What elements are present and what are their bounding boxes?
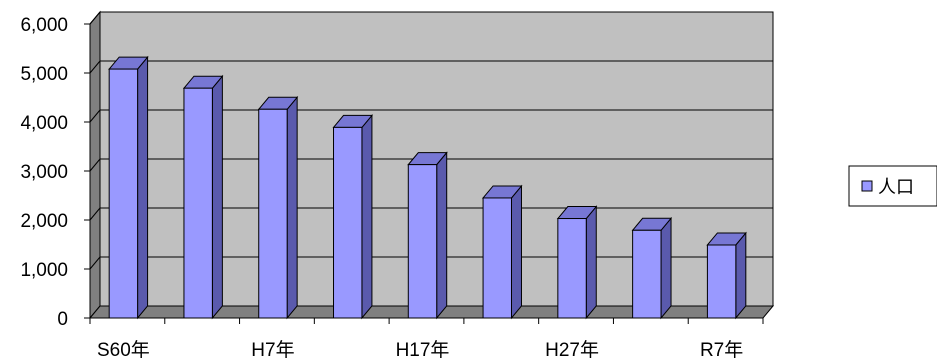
bar-front <box>557 218 587 319</box>
bar <box>556 205 598 320</box>
legend: 人口 <box>848 165 937 207</box>
x-tick-label: R7年 <box>700 339 743 361</box>
y-tick-label: 3,000 <box>20 162 68 183</box>
bar-side <box>361 114 373 320</box>
bar-front <box>482 197 512 319</box>
gridline-side <box>89 11 101 25</box>
bar-front <box>258 108 288 319</box>
y-tick-label: 4,000 <box>20 113 68 134</box>
y-tick-label: 5,000 <box>20 64 68 85</box>
bar-side <box>436 151 448 320</box>
bar-series <box>108 55 747 320</box>
gridline-side <box>89 256 101 270</box>
x-tick-label: H17年 <box>396 339 450 361</box>
legend-swatch <box>861 180 873 192</box>
bar <box>108 55 149 320</box>
bar-side <box>211 74 223 320</box>
bar-side <box>510 184 522 320</box>
gridline-side <box>89 158 101 172</box>
bar-front <box>183 87 213 319</box>
gridline-side <box>89 207 101 221</box>
y-tick-label: 6,000 <box>20 15 68 36</box>
x-tick-label: H7年 <box>251 339 294 361</box>
y-tick-label: 1,000 <box>20 260 68 281</box>
x-tick-label: H27年 <box>545 339 599 361</box>
bar <box>332 114 373 320</box>
legend-label: 人口 <box>878 177 914 198</box>
y-tick-label: 2,000 <box>20 211 68 232</box>
bar-front <box>632 229 662 319</box>
bar-side <box>735 231 747 320</box>
bar-side <box>660 216 672 320</box>
x-tick-label: S60年 <box>97 339 150 361</box>
y-tick-label: 0 <box>57 309 68 330</box>
bar-side <box>585 205 597 320</box>
bar <box>182 74 224 320</box>
gridline-side <box>89 60 101 74</box>
gridline-side <box>89 109 101 123</box>
bar <box>257 95 299 320</box>
bar <box>482 184 523 320</box>
bar-side <box>286 95 298 320</box>
bar-front <box>706 244 737 319</box>
bar-front <box>407 164 438 319</box>
x-axis: S60年 H7年 H17年 H27年 R7年 <box>89 317 764 361</box>
bar <box>631 216 673 320</box>
bar-side <box>137 55 149 320</box>
bar <box>706 231 747 320</box>
y-axis: 0 1,000 2,000 3,000 4,000 5,000 6,000 <box>20 15 91 330</box>
bar-front <box>108 68 139 319</box>
bar <box>407 151 448 320</box>
bar-front <box>333 126 363 319</box>
